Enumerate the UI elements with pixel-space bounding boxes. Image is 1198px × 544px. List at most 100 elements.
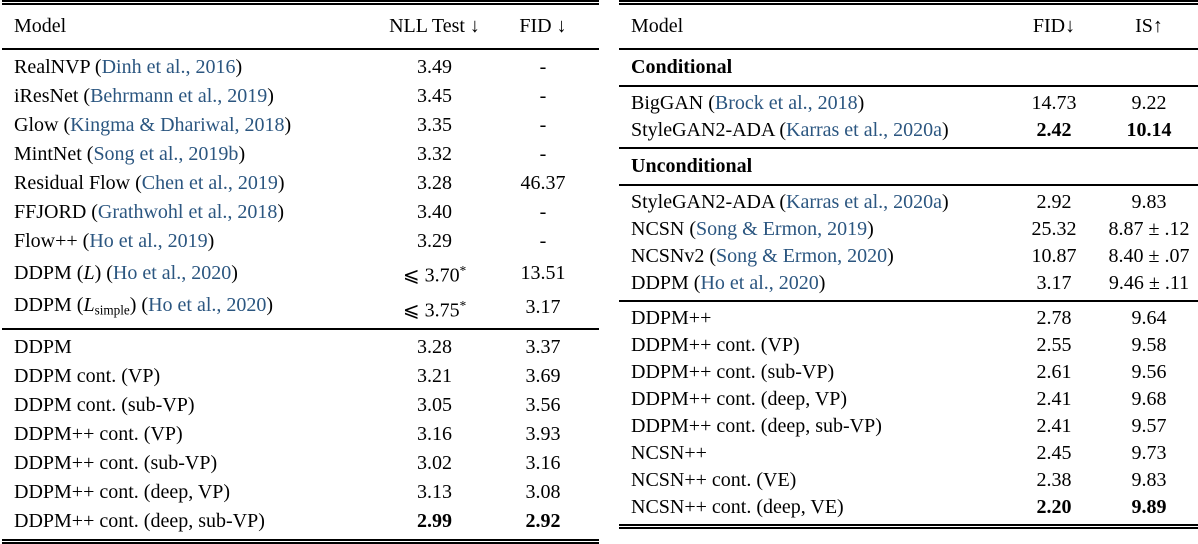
nll-test-cell: 3.05 — [382, 391, 487, 420]
column-header-is: IS↑ — [1135, 15, 1163, 37]
table-row: NCSNv2 (Song & Ermon, 2020) 10.87 8.40 ± .… — [619, 243, 1198, 270]
text-segment: DDPM — [14, 336, 72, 359]
model-cell: RealNVP (Dinh et al., 2016) — [2, 49, 382, 82]
citation-link[interactable]: Ho et al., 2019 — [89, 230, 208, 252]
text-segment: 9.89 — [1131, 496, 1167, 518]
citation-link[interactable]: Behrmann et al., 2019 — [90, 85, 268, 107]
text-segment: DDPM++ cont. (deep, sub-VP) — [631, 415, 882, 437]
fid-cell: - — [487, 82, 599, 111]
text-segment: 3.13 — [417, 481, 452, 504]
citation-link[interactable]: Song & Ermon, 2019 — [696, 218, 868, 240]
fid-cell: 3.16 — [487, 449, 599, 478]
citation-link[interactable]: Karras et al., 2020a — [786, 191, 943, 213]
text-segment: L — [83, 261, 95, 284]
model-cell: DDPM++ cont. (sub-VP) — [619, 359, 1008, 386]
text-segment: BigGAN ( — [631, 92, 715, 114]
text-segment: ) ( — [94, 261, 113, 284]
model-cell: DDPM++ cont. (VP) — [2, 420, 382, 449]
citation-link[interactable]: Karras et al., 2020a — [786, 119, 943, 141]
text-segment: 3.08 — [525, 481, 561, 504]
citation-link[interactable]: Kingma & Dhariwal, 2018 — [70, 114, 285, 136]
nll-test-cell: 3.28 — [382, 169, 487, 198]
fid-cell: 3.93 — [487, 420, 599, 449]
fid-cell: - — [487, 140, 599, 169]
model-cell: StyleGAN2-ADA (Karras et al., 2020a) — [619, 117, 1008, 148]
table-row: FFJORD (Grathwohl et al., 2018) 3.40 - — [2, 198, 599, 227]
model-cell: Flow++ (Ho et al., 2019) — [2, 227, 382, 256]
text-segment: DDPM++ cont. (sub-VP) — [14, 452, 218, 475]
section-title: Unconditional — [631, 155, 753, 177]
text-segment: iResNet ( — [14, 85, 91, 107]
citation-link[interactable]: Song & Ermon, 2020 — [716, 245, 888, 267]
text-segment: DDPM ( — [631, 272, 701, 294]
section-header-row: Unconditional — [619, 148, 1198, 185]
citation-link[interactable]: Brock et al., 2018 — [714, 92, 858, 114]
table-row: MintNet (Song et al., 2019b) 3.32 - — [2, 140, 599, 169]
fid-cell: 14.73 — [1008, 86, 1100, 117]
section-header-row: Conditional — [619, 49, 1198, 86]
text-segment: 2.55 — [1036, 334, 1072, 356]
model-cell: DDPM (Ho et al., 2020) — [619, 270, 1008, 301]
text-segment: ) — [231, 261, 238, 284]
text-segment: 3.17 — [525, 296, 561, 319]
text-segment: 2.38 — [1036, 469, 1072, 491]
text-segment: MintNet ( — [14, 143, 94, 165]
table-row: DDPM++ cont. (VP) 2.55 9.58 — [619, 332, 1198, 359]
text-segment: 3.16 — [417, 423, 452, 446]
text-segment: 3.56 — [525, 394, 561, 417]
text-segment: DDPM ( — [14, 294, 84, 317]
text-segment: L — [83, 294, 95, 317]
fid-cell: 2.92 — [1008, 185, 1100, 216]
text-segment: DDPM++ cont. (VP) — [631, 334, 800, 356]
text-segment: - — [539, 114, 547, 136]
citation-link[interactable]: Dinh et al., 2016 — [101, 56, 236, 78]
is-cell: 8.87 ± .12 — [1100, 216, 1198, 243]
table-row: DDPM++ cont. (deep, sub-VP) 2.41 9.57 — [619, 413, 1198, 440]
model-cell: DDPM++ cont. (deep, sub-VP) — [2, 507, 382, 542]
model-cell: FFJORD (Grathwohl et al., 2018) — [2, 198, 382, 227]
citation-link[interactable]: Ho et al., 2020 — [700, 272, 819, 294]
text-segment: Flow++ ( — [14, 230, 90, 252]
text-segment: 3.28 — [417, 172, 452, 194]
nll-test-cell: 3.16 — [382, 420, 487, 449]
table-row: DDPM++ cont. (sub-VP) 3.02 3.16 — [2, 449, 599, 478]
text-segment: ) — [857, 92, 865, 114]
fid-cell: 2.78 — [1008, 301, 1100, 332]
text-segment: * — [459, 297, 467, 313]
nll-test-cell: 3.49 — [382, 49, 487, 82]
is-cell: 9.64 — [1100, 301, 1198, 332]
fid-cell: 2.61 — [1008, 359, 1100, 386]
text-segment: 2.20 — [1036, 496, 1072, 518]
citation-link[interactable]: Song et al., 2019b — [93, 143, 239, 165]
table-row: DDPM++ cont. (VP) 3.16 3.93 — [2, 420, 599, 449]
text-segment: StyleGAN2-ADA ( — [631, 191, 786, 213]
is-cell: 9.83 — [1100, 185, 1198, 216]
text-segment: 3.45 — [417, 85, 452, 107]
citation-link[interactable]: Ho et al., 2020 — [112, 261, 232, 284]
text-segment: 25.32 — [1031, 218, 1077, 240]
text-segment: DDPM++ cont. (deep, sub-VP) — [14, 510, 265, 533]
section-title: Conditional — [631, 56, 733, 78]
text-segment: 9.83 — [1131, 469, 1167, 491]
text-segment: Glow ( — [14, 114, 71, 136]
fid-cell: 3.17 — [487, 291, 599, 330]
citation-link[interactable]: Chen et al., 2019 — [141, 172, 278, 194]
text-segment: - — [539, 56, 547, 78]
nll-test-cell: 3.40 — [382, 198, 487, 227]
text-segment: 3.37 — [525, 336, 561, 359]
text-segment: 8.40 ± .07 — [1108, 245, 1190, 267]
citation-link[interactable]: Grathwohl et al., 2018 — [97, 201, 278, 223]
citation-link[interactable]: Ho et al., 2020 — [148, 294, 267, 317]
model-cell: DDPM (L) (Ho et al., 2020) — [2, 256, 382, 291]
is-cell: 9.56 — [1100, 359, 1198, 386]
fid-cell: 2.42 — [1008, 117, 1100, 148]
table-row: NCSN++ cont. (deep, VE) 2.20 9.89 — [619, 494, 1198, 527]
table-row: BigGAN (Brock et al., 2018) 14.73 9.22 — [619, 86, 1198, 117]
text-segment: DDPM cont. (sub-VP) — [14, 394, 195, 417]
text-segment: 9.68 — [1131, 388, 1167, 410]
text-segment: - — [539, 85, 547, 107]
fid-cell: 2.41 — [1008, 413, 1100, 440]
text-segment: ) — [277, 172, 285, 194]
text-segment: DDPM++ cont. (deep, VP) — [14, 481, 231, 504]
